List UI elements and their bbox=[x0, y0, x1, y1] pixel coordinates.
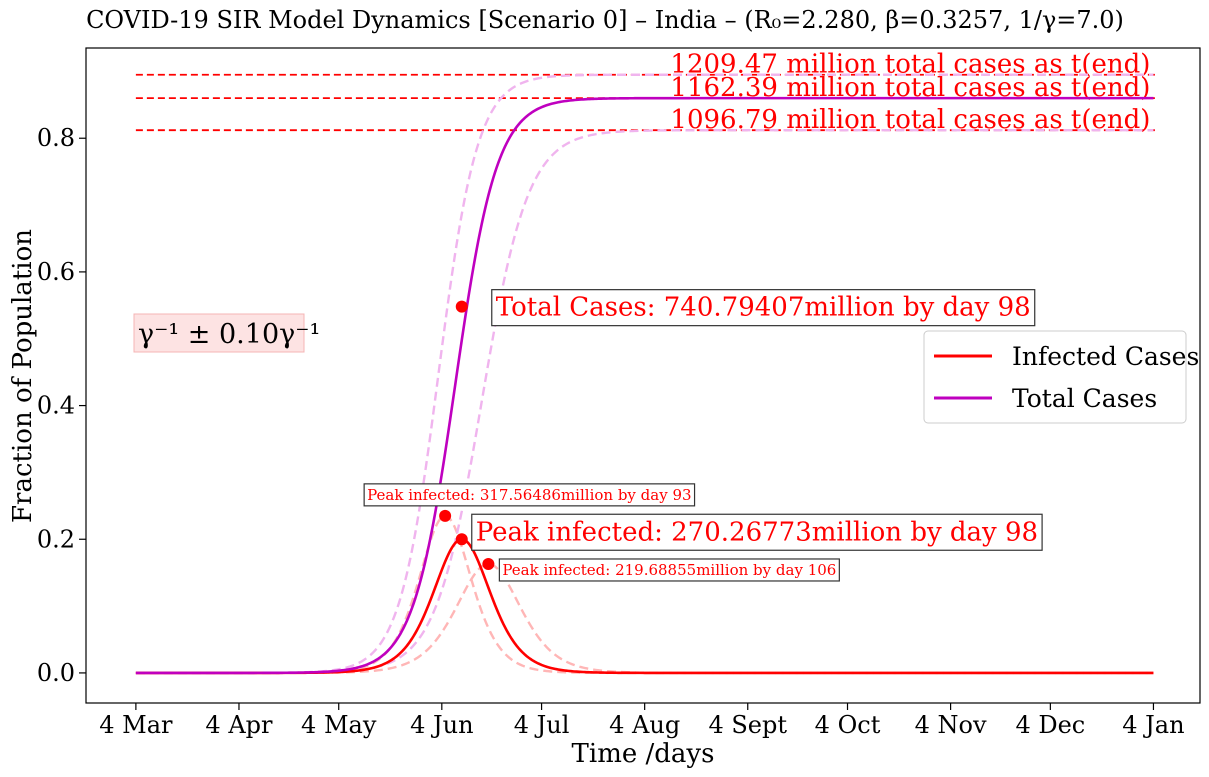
marker-point bbox=[482, 557, 495, 570]
y-axis: 0.0 0.2 0.4 0.6 0.8 bbox=[37, 124, 86, 687]
x-tick-label: 4 Apr bbox=[205, 711, 273, 739]
marker-point bbox=[439, 509, 452, 522]
x-tick-label: 4 Jul bbox=[514, 711, 570, 739]
annotation-box bbox=[498, 558, 840, 582]
x-tick-label: 4 Jan bbox=[1122, 711, 1184, 739]
marker-annotation: Peak infected: 219.68855million by day 1… bbox=[502, 561, 836, 579]
marker-point bbox=[455, 533, 468, 546]
marker-annotation: Peak infected: 270.26773million by day 9… bbox=[476, 517, 1038, 547]
annotation-box bbox=[363, 483, 696, 507]
y-tick-label: 0.2 bbox=[37, 525, 75, 553]
parameter-note: γ⁻¹ ± 0.10γ⁻¹ bbox=[133, 313, 320, 353]
x-tick-label: 4 Oct bbox=[815, 711, 881, 739]
y-tick-label: 0.0 bbox=[37, 659, 75, 687]
y-tick-label: 0.6 bbox=[37, 258, 75, 286]
asymptote-lines: 1209.47 million total cases as t(end)116… bbox=[135, 50, 1159, 135]
y-axis-label: Fraction of Population bbox=[8, 229, 38, 523]
series-group bbox=[135, 73, 1154, 675]
plot-area bbox=[85, 47, 1201, 704]
annotation-box bbox=[471, 513, 1043, 551]
x-axis-label: Time /days bbox=[572, 739, 715, 769]
x-tick-label: 4 Nov bbox=[915, 711, 987, 739]
y-tick-label: 0.8 bbox=[37, 124, 75, 152]
x-tick-label: 4 Dec bbox=[1015, 711, 1085, 739]
chart-title: COVID-19 SIR Model Dynamics [Scenario 0]… bbox=[86, 6, 1124, 34]
total-cases-line bbox=[135, 96, 1154, 675]
x-tick-label: 4 Jun bbox=[410, 711, 473, 739]
annotations: Total Cases: 740.79407million by day 98 P… bbox=[363, 289, 1043, 582]
x-tick-label: 4 Aug bbox=[609, 711, 680, 739]
x-tick-label: 4 May bbox=[301, 711, 377, 739]
parameter-note-text: γ⁻¹ ± 0.10γ⁻¹ bbox=[138, 319, 320, 350]
legend-label: Total Cases bbox=[1012, 384, 1157, 413]
marker-annotation: Peak infected: 317.56486million by day 9… bbox=[367, 486, 691, 504]
marker-annotation: Total Cases: 740.79407million by day 98 bbox=[496, 293, 1031, 323]
legend: Infected Cases Total Cases bbox=[923, 330, 1199, 424]
x-tick-label: 4 Sept bbox=[708, 711, 787, 739]
x-tick-label: 4 Mar bbox=[99, 711, 173, 739]
marker-point bbox=[455, 300, 468, 313]
x-axis: 4 Mar 4 Apr 4 May 4 Jun 4 Jul 4 Aug 4 Sept 4 Oc… bbox=[99, 703, 1185, 739]
legend-label: Infected Cases bbox=[1012, 342, 1199, 371]
annotation-box bbox=[491, 289, 1036, 327]
y-tick-label: 0.4 bbox=[37, 392, 75, 420]
